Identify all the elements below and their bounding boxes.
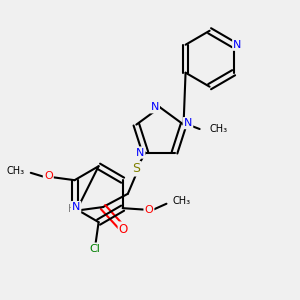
Text: N: N [233,40,242,50]
Text: H: H [68,203,75,214]
Text: N: N [136,148,144,158]
Text: O: O [145,205,153,214]
Text: CH₃: CH₃ [172,196,190,206]
Text: O: O [44,171,53,181]
Text: S: S [133,162,141,175]
Text: N: N [151,102,159,112]
Text: N: N [72,202,80,212]
Text: O: O [119,223,128,236]
Text: CH₃: CH₃ [7,166,25,176]
Text: CH₃: CH₃ [210,124,228,134]
Text: Cl: Cl [90,244,101,254]
Text: N: N [184,118,192,128]
